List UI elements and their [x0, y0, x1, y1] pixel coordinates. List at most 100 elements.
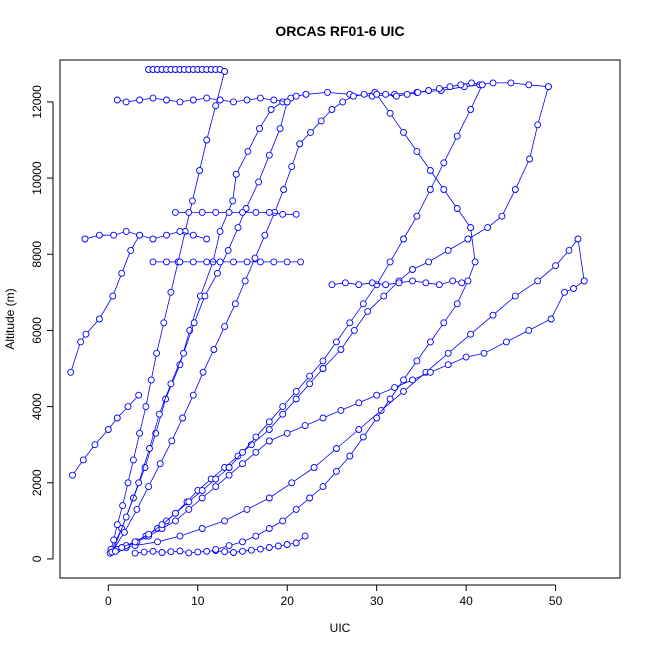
data-point [484, 224, 492, 232]
data-point [467, 106, 475, 113]
data-point [328, 106, 336, 113]
data-point [243, 258, 251, 266]
data-point [400, 387, 407, 395]
data-point [426, 338, 434, 346]
data-point [382, 281, 390, 289]
data-point [225, 208, 233, 216]
data-point [171, 509, 179, 517]
data-point [391, 384, 399, 392]
data-point [265, 418, 273, 426]
data-point [160, 319, 168, 327]
series-line [349, 227, 476, 457]
data-point [332, 445, 340, 452]
data-point [386, 258, 394, 266]
data-point [265, 437, 273, 445]
data-point [478, 81, 486, 89]
y-tick-label: 8000 [30, 241, 44, 268]
data-point [198, 494, 206, 502]
data-point [185, 208, 193, 216]
data-point [283, 429, 291, 437]
data-point [167, 288, 175, 296]
data-point [373, 90, 381, 98]
data-point [201, 292, 209, 300]
x-axis: 0 10 20 30 40 50 [105, 584, 563, 608]
series-line [376, 94, 471, 228]
data-point [136, 96, 144, 104]
data-point [364, 307, 372, 315]
data-point [544, 83, 552, 91]
data-point [283, 98, 291, 106]
data-point [110, 536, 118, 544]
data-point [296, 140, 304, 148]
data-point [185, 505, 193, 513]
data-point [380, 292, 388, 300]
data-point [307, 128, 314, 136]
data-point [232, 170, 240, 178]
data-point [163, 258, 170, 266]
data-point [221, 67, 229, 75]
data-point [203, 235, 211, 243]
data-series [108, 140, 304, 556]
data-point [355, 281, 363, 289]
data-point [229, 197, 237, 205]
data-point [332, 338, 340, 346]
data-point [292, 539, 300, 547]
data-point [426, 368, 434, 376]
data-point [400, 128, 407, 136]
data-point [81, 235, 89, 243]
series-layer [67, 66, 588, 557]
data-point [113, 521, 121, 529]
data-point [319, 357, 327, 365]
data-point [216, 258, 224, 266]
data-point [252, 448, 260, 456]
data-point [189, 258, 197, 266]
data-point [158, 549, 166, 556]
data-point [392, 92, 400, 100]
data-point [225, 471, 233, 479]
data-point [319, 414, 327, 422]
data-point [525, 81, 533, 89]
data-point [265, 426, 273, 433]
data-point [176, 98, 184, 106]
data-point [239, 538, 246, 546]
series-line [322, 86, 549, 369]
data-series [113, 94, 291, 106]
data-point [425, 87, 433, 94]
data-point [534, 277, 542, 285]
data-point [489, 311, 497, 319]
data-point [382, 90, 390, 98]
data-point [231, 300, 239, 308]
data-point [256, 94, 264, 102]
data-point [119, 502, 127, 510]
data-point [444, 246, 452, 254]
data-series [328, 277, 466, 289]
data-point [502, 338, 510, 346]
data-point [440, 159, 448, 167]
data-point [525, 326, 533, 334]
data-point [163, 96, 170, 104]
data-point [359, 300, 367, 308]
data-point [400, 376, 407, 384]
data-point [69, 471, 76, 479]
data-point [256, 258, 264, 266]
data-point [471, 258, 479, 266]
data-point [198, 486, 206, 494]
data-point [241, 277, 249, 285]
data-point [230, 98, 237, 106]
data-point [422, 279, 430, 287]
data-point [457, 81, 465, 89]
data-point [163, 231, 170, 239]
x-tick-label: 30 [370, 594, 384, 608]
data-point [440, 186, 448, 193]
x-tick-label: 0 [105, 594, 112, 608]
data-point [145, 530, 153, 538]
data-point [210, 346, 218, 353]
data-point [288, 163, 296, 171]
data-point [413, 357, 421, 365]
data-point [467, 330, 475, 338]
data-point [328, 281, 336, 289]
data-series [112, 464, 233, 555]
series-line [110, 238, 585, 550]
data-point [189, 391, 197, 399]
